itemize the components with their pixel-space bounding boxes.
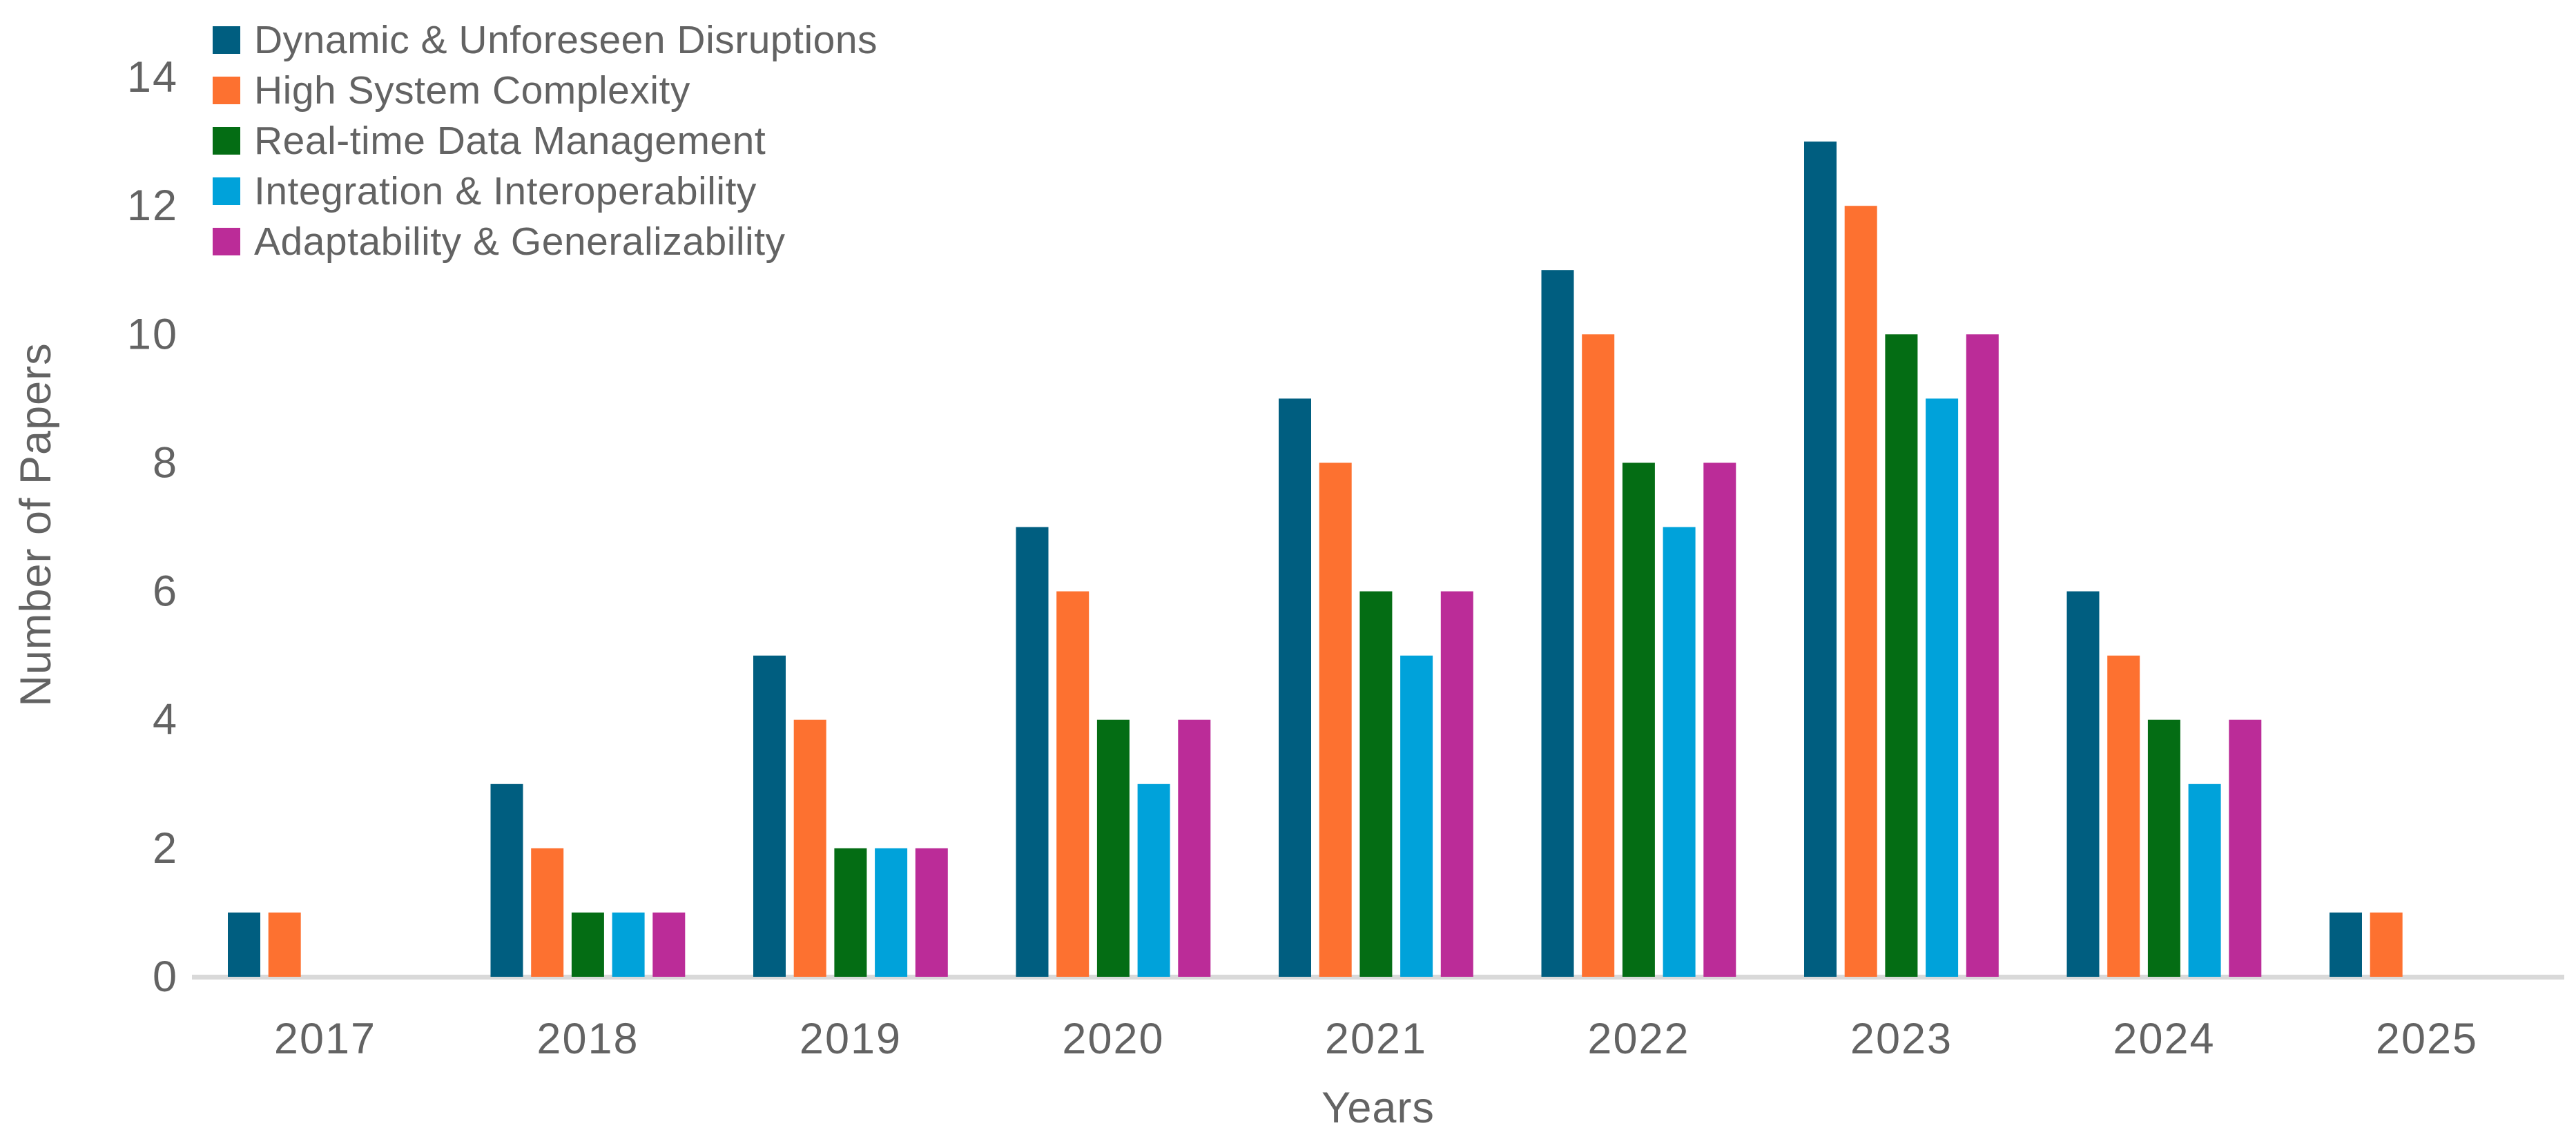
legend-label: Dynamic & Unforeseen Disruptions [254,18,878,62]
bar [268,912,301,977]
legend-swatch [213,127,240,155]
bar [1440,591,1473,977]
bar [1703,463,1736,977]
bar [652,912,686,977]
legend-swatch [213,228,240,255]
bar [1279,398,1311,977]
bar [1582,334,1615,977]
legend-swatch [213,177,240,205]
x-tick-label: 2019 [800,1015,902,1063]
y-tick-label: 0 [153,953,178,1001]
y-tick-label: 2 [153,824,178,873]
bar [1622,463,1655,977]
bar [1400,655,1433,977]
y-axis-title: Number of Papers [12,342,60,706]
bar [1541,270,1574,977]
x-tick-label: 2017 [274,1015,376,1063]
legend-label: High System Complexity [254,68,690,113]
y-tick-label: 12 [127,182,178,230]
y-tick-label: 4 [153,696,178,744]
bar [1885,334,1918,977]
bar [1804,142,1837,977]
bar [2370,912,2403,977]
bar [1096,719,1130,977]
legend-swatch [213,77,240,104]
x-tick-label: 2021 [1325,1015,1427,1063]
bar [2066,591,2100,977]
bar [2107,655,2140,977]
y-tick-label: 6 [153,567,178,616]
bar [1966,334,1999,977]
bar [753,655,786,977]
y-tick-label: 10 [127,310,178,358]
bar [1056,591,1090,977]
x-tick-label: 2023 [1850,1015,1953,1063]
bar [1359,591,1393,977]
bar [2147,719,2180,977]
bar [2229,719,2262,977]
bar [612,912,645,977]
bar [490,783,523,977]
bar [915,848,948,977]
x-axis-line [192,975,2564,980]
legend-swatch [213,26,240,54]
legend-label: Real-time Data Management [254,119,766,163]
x-tick-label: 2024 [2113,1015,2215,1063]
legend-label: Adaptability & Generalizability [254,220,786,264]
bar [2330,912,2362,977]
x-tick-label: 2020 [1062,1015,1164,1063]
bar [875,848,908,977]
bar [1319,463,1352,977]
bar [1137,783,1170,977]
legend-label: Integration & Interoperability [254,169,757,213]
bar [834,848,867,977]
y-tick-label: 14 [127,53,178,101]
bar [531,848,564,977]
x-tick-label: 2025 [2376,1015,2478,1063]
bar [1016,527,1049,977]
bar [1844,206,1877,977]
bar [228,912,260,977]
bar [1663,527,1696,977]
bar [2188,783,2221,977]
x-tick-label: 2018 [536,1015,639,1063]
x-tick-label: 2022 [1587,1015,1689,1063]
y-tick-label: 8 [153,438,178,487]
bar [571,912,604,977]
x-axis-title: Years [1321,1084,1435,1132]
bar [793,719,826,977]
bar [1178,719,1211,977]
bar [1926,398,1959,977]
